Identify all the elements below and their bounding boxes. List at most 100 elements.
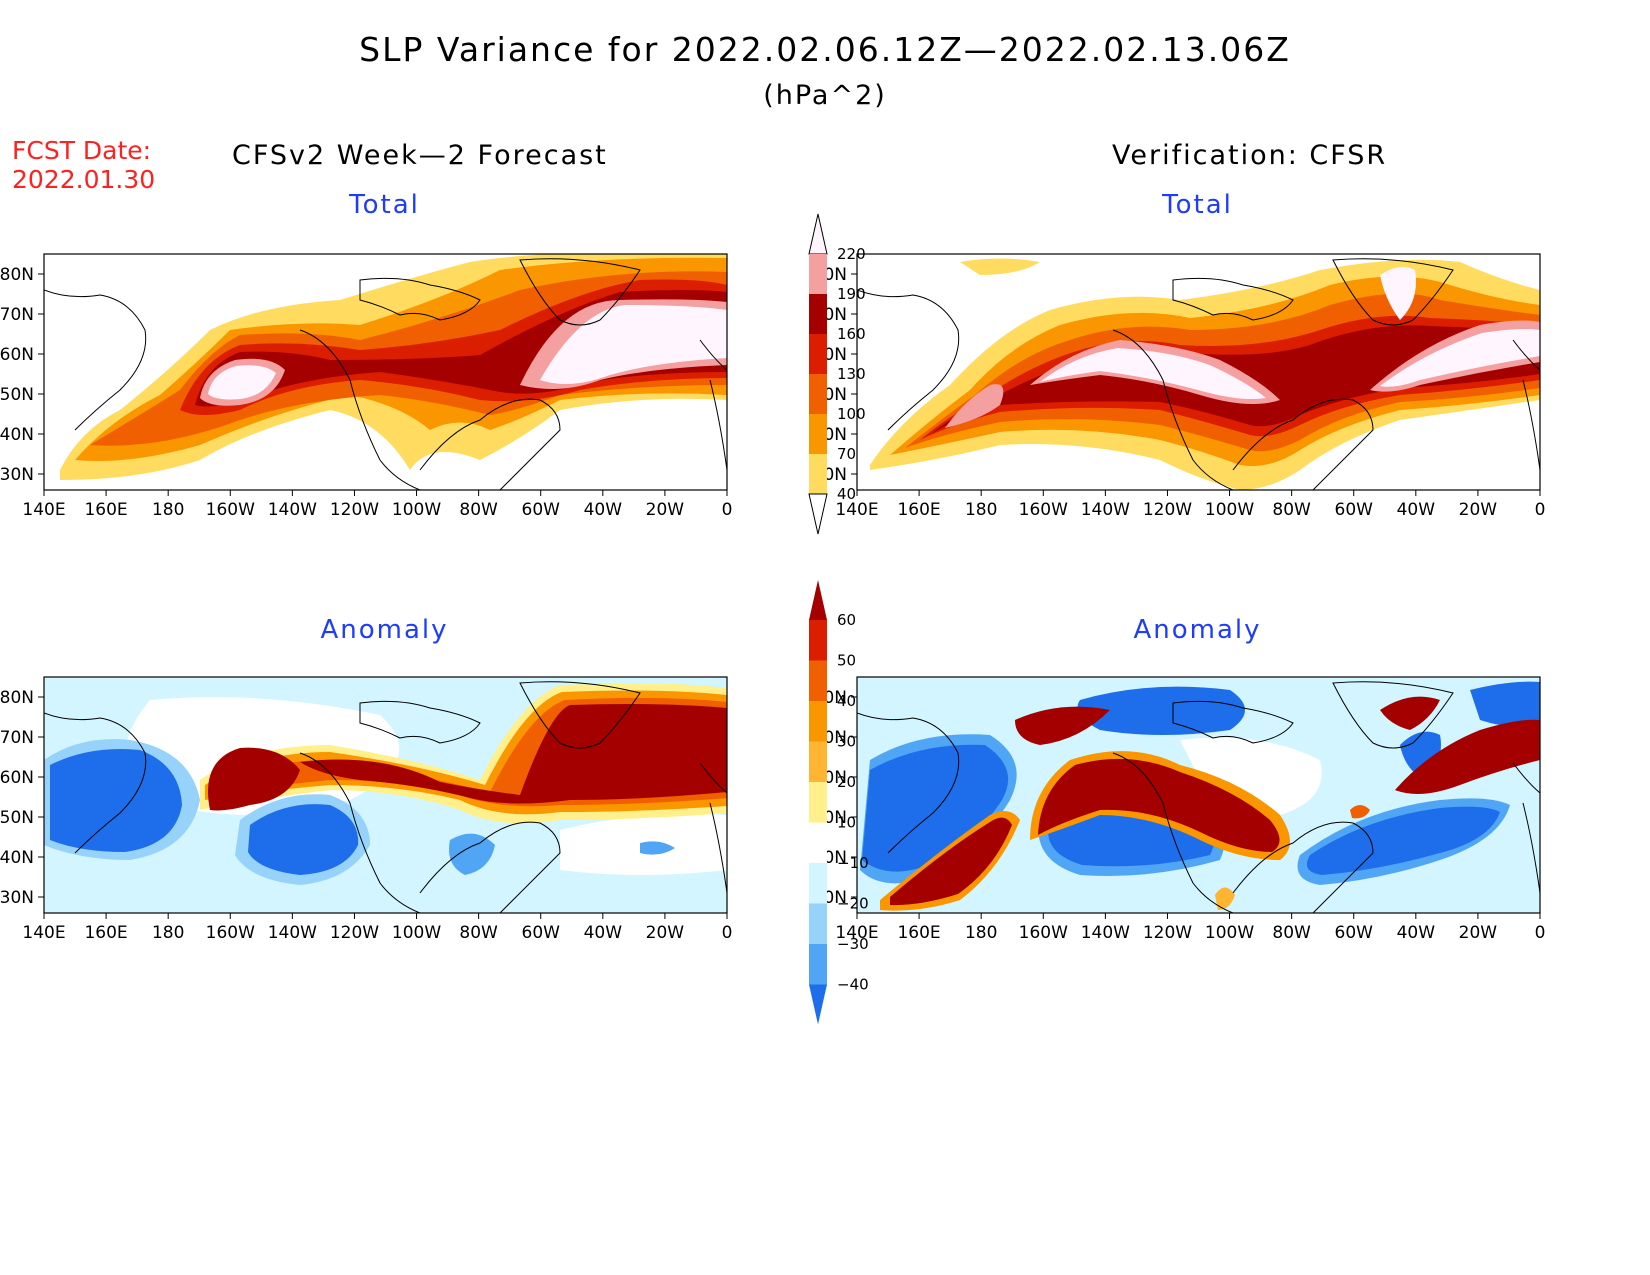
forecast-anomaly-lon-label: 100W [392,923,441,943]
anomaly-colorbar-label: 60 [837,611,856,629]
anomaly-colorbar-label: −10 [837,854,869,872]
verification-total-lon-label: 140W [1081,500,1130,520]
verification-total-field [870,258,1540,490]
anomaly-colorbar-swatch [809,944,827,985]
verification-anomaly-field [860,681,1540,911]
forecast-anomaly-lon-label: 40W [584,923,623,943]
forecast-anomaly-lat-label: 60N [0,768,34,788]
verification-anomaly-lon-label: 40W [1397,923,1436,943]
verification-anomaly-lon-label: 100W [1205,923,1254,943]
verification-anomaly-lon-label: 120W [1143,923,1192,943]
forecast-total-lon-label: 60W [522,500,561,520]
total-colorbar-label: 100 [837,405,866,423]
forecast-total-lat-label: 40N [0,425,34,445]
anomaly-colorbar-label: 50 [837,652,856,670]
map-axes: 140E 160E 180 160W 140W 120W 100W 80W 60W 40W 20W 0… [0,265,1545,943]
forecast-anomaly-lon-label: 180 [152,923,184,943]
verification-anomaly-lon-label: 20W [1459,923,1498,943]
anomaly-colorbar-label: −20 [837,895,869,913]
verification-total-lon-label: 40W [1397,500,1436,520]
forecast-total-lat-label: 30N [0,465,34,485]
forecast-total-lat-label: 50N [0,385,34,405]
total-colorbar-swatch [809,254,827,294]
total-colorbar-bottom-arrow [808,493,828,535]
total-colorbar-swatch [809,414,827,454]
fcst-date-label: FCST Date: [12,136,152,165]
forecast-anomaly-lat-label: 70N [0,728,34,748]
verification-anomaly-lon-label: 0 [1535,923,1546,943]
verification-total-lon-label: 120W [1143,500,1192,520]
verification-total-lon-label: 20W [1459,500,1498,520]
forecast-anomaly-lon-label: 120W [330,923,379,943]
verification-total-lon-label: 100W [1205,500,1254,520]
verification-total-coastlines [857,258,1540,490]
forecast-anomaly-title: Anomaly [320,615,449,645]
total-colorbar-label: 220 [837,245,866,263]
forecast-anomaly-lat-label: 40N [0,848,34,868]
verification-anomaly-lon-label: 160E [897,923,940,943]
forecast-anomaly-lon-label: 80W [459,923,498,943]
main-title: SLP Variance for 2022.02.06.12Z—2022.02.… [359,30,1291,69]
anomaly-colorbar-swatch [809,863,827,904]
anomaly-colorbar-swatch [809,903,827,944]
anomaly-colorbar-swatch [809,660,827,701]
forecast-total-lon-label: 140W [268,500,317,520]
anomaly-colorbar-label: 10 [837,814,856,832]
forecast-anomaly-lon-label: 20W [646,923,685,943]
anomaly-colorbar-swatch [809,782,827,823]
forecast-total-lat-label: 60N [0,345,34,365]
forecast-anomaly-lat-label: 30N [0,888,34,908]
anomaly-colorbar-label: −30 [837,935,869,953]
forecast-anomaly-lat-label: 80N [0,688,34,708]
total-colorbar: 220 190 160 130 100 70 40 [808,213,866,535]
forecast-total-lon-label: 160W [206,500,255,520]
total-colorbar-label: 70 [837,445,856,463]
forecast-anomaly-lat-label: 50N [0,808,34,828]
verification-anomaly-coastlines [857,681,1540,913]
forecast-total-lon-label: 0 [722,500,733,520]
forecast-total-lon-label: 20W [646,500,685,520]
anomaly-colorbar-label: −40 [837,976,869,994]
forecast-total-lon-label: 40W [584,500,623,520]
forecast-total-lat-label: 80N [0,265,34,285]
anomaly-colorbar: 60 50 40 30 20 10 −10 −20 −30 −40 [809,580,869,1025]
forecast-total-lon-label: 140E [22,500,65,520]
verification-anomaly-lon-label: 60W [1335,923,1374,943]
verification-total-lon-label: 0 [1535,500,1546,520]
total-colorbar-top-arrow [808,213,828,255]
verification-total-lon-label: 60W [1335,500,1374,520]
fcst-date-value: 2022.01.30 [12,165,156,194]
forecast-anomaly-lon-label: 140E [22,923,65,943]
anomaly-colorbar-label: 20 [837,773,856,791]
verification-anomaly-lon-label: 140E [835,923,878,943]
total-colorbar-label: 190 [837,285,866,303]
forecast-total-coastlines [44,258,727,490]
anomaly-colorbar-label: 40 [837,692,856,710]
forecast-total-lon-label: 120W [330,500,379,520]
total-colorbar-label: 130 [837,365,866,383]
total-colorbar-label: 40 [837,485,856,503]
verification-total-lon-label: 140E [835,500,878,520]
forecast-total-lon-label: 180 [152,500,184,520]
verification-anomaly-lon-label: 80W [1272,923,1311,943]
verification-total-lon-label: 160E [897,500,940,520]
forecast-anomaly-coastlines [44,681,727,913]
verification-total-map [856,253,1541,491]
verification-column-title: Verification: CFSR [1112,140,1388,171]
forecast-total-lon-label: 80W [459,500,498,520]
forecast-anomaly-map [43,676,728,914]
units-label: (hPa^2) [763,80,887,111]
forecast-anomaly-field [44,683,727,885]
anomaly-colorbar-bottom-arrow [809,984,827,1025]
verification-total-lon-label: 80W [1272,500,1311,520]
total-colorbar-swatch [809,334,827,374]
anomaly-colorbar-top-arrow [809,580,827,620]
total-colorbar-label: 160 [837,325,866,343]
forecast-anomaly-lon-label: 140W [268,923,317,943]
verification-anomaly-lon-label: 180 [965,923,997,943]
forecast-anomaly-lon-label: 160W [206,923,255,943]
anomaly-colorbar-swatch [809,741,827,782]
verification-anomaly-lon-label: 160W [1019,923,1068,943]
verification-anomaly-map [856,676,1541,914]
